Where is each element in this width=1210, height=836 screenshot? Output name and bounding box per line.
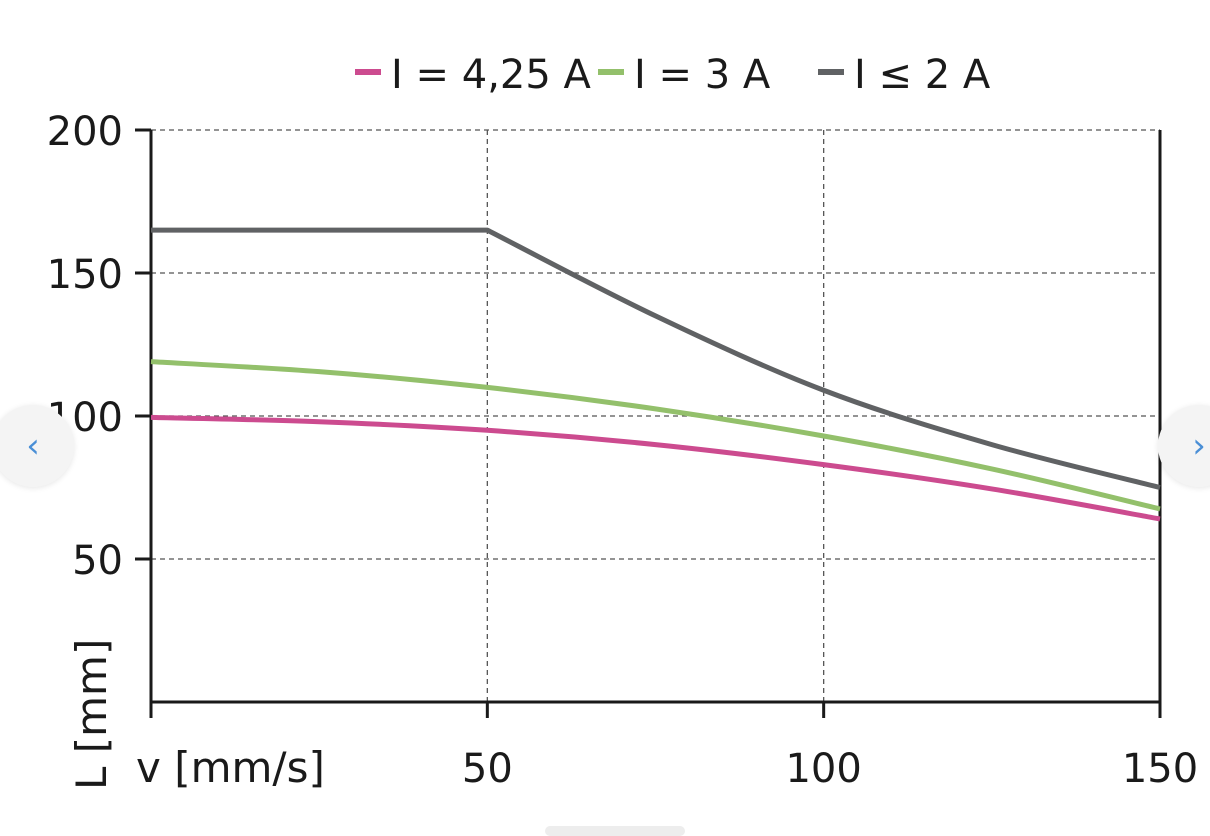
x-tick-label-150: 150 [1122, 746, 1198, 792]
chart-series [150, 227, 1161, 522]
y-tick-label-50: 50 [72, 538, 123, 584]
x-axis-ticks: 50 100 150 [149, 702, 1198, 792]
legend-label-3: I ≤ 2 A [854, 52, 991, 98]
y-tick-label-200: 200 [47, 109, 123, 155]
x-axis-label: v [mm/s] [136, 743, 325, 792]
chevron-left-icon: ‹ [26, 426, 40, 466]
chart-legend: I = 4,25 A I = 3 A I ≤ 2 A [355, 52, 991, 98]
chevron-right-icon: › [1192, 426, 1206, 466]
legend-label-2: I = 3 A [634, 52, 771, 98]
series-line-2 [150, 359, 1161, 512]
y-tick-label-150: 150 [47, 252, 123, 298]
y-axis-label: L [mm] [67, 639, 116, 790]
bottom-sheet-handle [545, 826, 685, 836]
carousel-prev-button[interactable]: ‹ [0, 405, 74, 487]
legend-label-1: I = 4,25 A [391, 52, 592, 98]
chart-grid [151, 129, 1160, 702]
x-tick-label-100: 100 [785, 746, 861, 792]
series-line-3 [151, 227, 1161, 490]
x-tick-label-50: 50 [462, 746, 513, 792]
series-line-1 [150, 414, 1161, 522]
